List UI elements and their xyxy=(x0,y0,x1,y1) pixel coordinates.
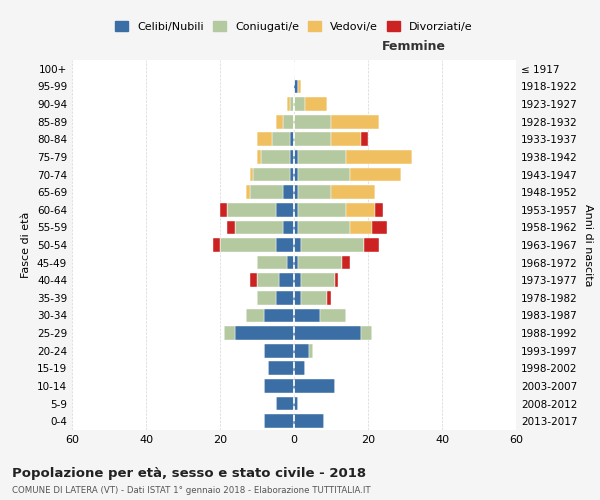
Bar xyxy=(361,132,368,146)
Bar xyxy=(294,344,309,358)
Bar xyxy=(298,80,301,94)
Bar xyxy=(290,150,294,164)
Bar xyxy=(257,256,287,270)
Bar xyxy=(257,150,260,164)
Bar xyxy=(246,186,250,199)
Bar xyxy=(227,220,235,234)
Bar xyxy=(294,80,298,94)
Bar xyxy=(283,220,294,234)
Bar xyxy=(331,115,379,128)
Bar xyxy=(294,115,331,128)
Bar xyxy=(250,274,257,287)
Bar xyxy=(294,326,361,340)
Bar xyxy=(361,326,372,340)
Bar xyxy=(290,97,294,111)
Text: Popolazione per età, sesso e stato civile - 2018: Popolazione per età, sesso e stato civil… xyxy=(12,468,366,480)
Bar xyxy=(272,132,290,146)
Bar xyxy=(275,115,283,128)
Bar xyxy=(265,379,294,393)
Bar xyxy=(298,203,346,216)
Text: Femmine: Femmine xyxy=(382,40,446,52)
Bar xyxy=(331,132,361,146)
Bar xyxy=(294,396,298,410)
Bar xyxy=(305,97,328,111)
Bar xyxy=(309,344,313,358)
Bar xyxy=(224,326,235,340)
Bar xyxy=(294,362,305,375)
Bar xyxy=(298,186,331,199)
Bar xyxy=(294,132,331,146)
Bar xyxy=(275,396,294,410)
Bar xyxy=(235,326,294,340)
Bar xyxy=(283,186,294,199)
Bar xyxy=(290,132,294,146)
Bar xyxy=(342,256,349,270)
Bar xyxy=(294,150,298,164)
Bar xyxy=(220,238,275,252)
Bar xyxy=(331,186,376,199)
Bar xyxy=(290,168,294,181)
Bar xyxy=(294,220,298,234)
Bar xyxy=(268,362,294,375)
Bar xyxy=(250,186,283,199)
Bar xyxy=(257,291,275,304)
Bar xyxy=(294,291,301,304)
Bar xyxy=(253,168,290,181)
Bar xyxy=(260,150,290,164)
Legend: Celibi/Nubili, Coniugati/e, Vedovi/e, Divorziati/e: Celibi/Nubili, Coniugati/e, Vedovi/e, Di… xyxy=(112,18,476,35)
Text: COMUNE DI LATERA (VT) - Dati ISTAT 1° gennaio 2018 - Elaborazione TUTTITALIA.IT: COMUNE DI LATERA (VT) - Dati ISTAT 1° ge… xyxy=(12,486,371,495)
Bar xyxy=(301,238,364,252)
Bar xyxy=(294,414,323,428)
Bar xyxy=(265,308,294,322)
Bar xyxy=(275,203,294,216)
Bar xyxy=(275,291,294,304)
Bar xyxy=(298,150,346,164)
Bar xyxy=(376,203,383,216)
Bar xyxy=(257,132,272,146)
Bar xyxy=(227,203,275,216)
Bar xyxy=(294,168,298,181)
Bar xyxy=(294,308,320,322)
Bar xyxy=(298,168,349,181)
Bar xyxy=(294,186,298,199)
Bar xyxy=(257,274,279,287)
Bar xyxy=(294,274,301,287)
Bar xyxy=(287,256,294,270)
Bar xyxy=(349,168,401,181)
Bar xyxy=(294,203,298,216)
Bar xyxy=(212,238,220,252)
Bar xyxy=(246,308,265,322)
Bar xyxy=(220,203,227,216)
Bar xyxy=(364,238,379,252)
Bar xyxy=(346,150,412,164)
Bar xyxy=(294,97,305,111)
Bar xyxy=(328,291,331,304)
Bar xyxy=(349,220,372,234)
Bar xyxy=(335,274,338,287)
Bar xyxy=(235,220,283,234)
Bar xyxy=(372,220,386,234)
Bar xyxy=(250,168,253,181)
Y-axis label: Anni di nascita: Anni di nascita xyxy=(583,204,593,286)
Bar xyxy=(301,274,335,287)
Bar xyxy=(283,115,294,128)
Bar xyxy=(287,97,290,111)
Bar xyxy=(320,308,346,322)
Bar xyxy=(294,238,301,252)
Bar xyxy=(301,291,328,304)
Bar xyxy=(275,238,294,252)
Bar xyxy=(294,256,298,270)
Bar xyxy=(294,379,335,393)
Bar xyxy=(265,414,294,428)
Bar xyxy=(265,344,294,358)
Bar xyxy=(298,220,349,234)
Bar xyxy=(279,274,294,287)
Bar xyxy=(298,256,342,270)
Bar xyxy=(346,203,376,216)
Y-axis label: Fasce di età: Fasce di età xyxy=(22,212,31,278)
